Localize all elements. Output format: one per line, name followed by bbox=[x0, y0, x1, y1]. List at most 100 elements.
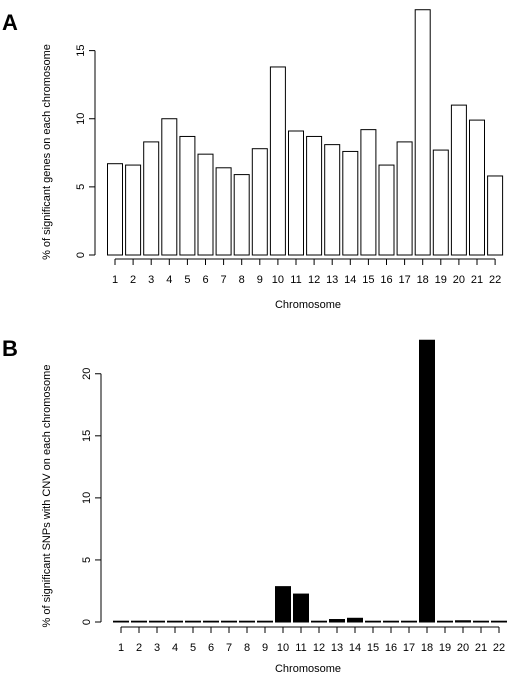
b-bar-chr-18 bbox=[419, 339, 435, 623]
a-x-tick-label-12: 12 bbox=[308, 274, 320, 286]
b-y-tick-label-10: 10 bbox=[81, 492, 93, 504]
a-x-tick-label-15: 15 bbox=[362, 274, 374, 286]
b-bar-chr-22 bbox=[491, 620, 507, 623]
b-x-tick-label-6: 6 bbox=[208, 642, 214, 654]
b-y-tick-label-15: 15 bbox=[81, 430, 93, 442]
a-bar-chr-17 bbox=[396, 141, 413, 256]
b-x-tick-label-17: 17 bbox=[403, 642, 415, 654]
b-bar-chr-19 bbox=[437, 620, 453, 623]
a-x-tick-label-1: 1 bbox=[112, 274, 118, 286]
a-x-tick-label-5: 5 bbox=[184, 274, 190, 286]
a-bar-chr-8 bbox=[233, 174, 250, 256]
b-x-tick-label-9: 9 bbox=[262, 642, 268, 654]
a-bar-chr-2 bbox=[125, 164, 142, 256]
panel-a-bars bbox=[107, 9, 504, 256]
a-x-tick-label-16: 16 bbox=[380, 274, 392, 286]
b-x-tick-label-11: 11 bbox=[295, 642, 306, 654]
b-bar-chr-12 bbox=[311, 620, 327, 623]
a-x-tick-label-6: 6 bbox=[202, 274, 208, 286]
b-x-tick-label-1: 1 bbox=[118, 642, 124, 654]
a-x-tick-label-22: 22 bbox=[489, 274, 501, 286]
a-x-tick-label-18: 18 bbox=[417, 274, 429, 286]
a-bar-chr-9 bbox=[251, 148, 268, 256]
a-x-tick-label-2: 2 bbox=[130, 274, 136, 286]
a-x-tick-label-7: 7 bbox=[221, 274, 227, 286]
panel-b-x-axis-label: Chromosome bbox=[275, 663, 341, 675]
a-x-tick-label-20: 20 bbox=[453, 274, 465, 286]
b-x-tick-label-7: 7 bbox=[226, 642, 232, 654]
a-y-tick-label-10: 10 bbox=[75, 113, 87, 125]
a-y-tick-label-5: 5 bbox=[75, 184, 87, 190]
panel-a-chart: A % of significant genes on each chromos… bbox=[2, 9, 504, 311]
a-bar-chr-18 bbox=[414, 9, 431, 256]
b-x-tick-label-19: 19 bbox=[439, 642, 451, 654]
a-bar-chr-16 bbox=[378, 164, 395, 256]
a-x-tick-label-17: 17 bbox=[398, 274, 410, 286]
b-x-tick-label-22: 22 bbox=[493, 642, 505, 654]
b-x-tick-label-18: 18 bbox=[421, 642, 433, 654]
b-x-tick-label-8: 8 bbox=[244, 642, 250, 654]
b-bar-chr-7 bbox=[221, 620, 237, 623]
b-bar-chr-10 bbox=[275, 586, 291, 623]
b-bar-chr-8 bbox=[239, 620, 255, 623]
a-x-tick-label-8: 8 bbox=[239, 274, 245, 286]
b-y-tick-label-20: 20 bbox=[81, 368, 93, 380]
panel-b-chart: B % of significant SNPs with CNV on each… bbox=[2, 336, 507, 675]
a-x-tick-label-11: 11 bbox=[290, 274, 301, 286]
a-bar-chr-13 bbox=[324, 144, 341, 256]
b-bar-chr-4 bbox=[167, 620, 183, 623]
a-bar-chr-3 bbox=[143, 141, 160, 256]
a-bar-chr-12 bbox=[306, 135, 323, 256]
a-x-tick-label-10: 10 bbox=[272, 274, 284, 286]
a-x-tick-label-14: 14 bbox=[344, 274, 356, 286]
b-x-tick-label-13: 13 bbox=[331, 642, 343, 654]
b-x-tick-label-10: 10 bbox=[277, 642, 289, 654]
a-bar-chr-15 bbox=[360, 129, 377, 256]
b-bar-chr-9 bbox=[257, 620, 273, 623]
a-bar-chr-1 bbox=[107, 163, 123, 256]
b-x-tick-label-5: 5 bbox=[190, 642, 196, 654]
b-bar-chr-6 bbox=[203, 620, 219, 623]
b-bar-chr-14 bbox=[347, 617, 363, 623]
a-bar-chr-7 bbox=[215, 167, 232, 256]
b-x-tick-label-15: 15 bbox=[367, 642, 379, 654]
a-bar-chr-21 bbox=[469, 119, 485, 256]
a-y-tick-label-15: 15 bbox=[75, 44, 87, 56]
a-bar-chr-20 bbox=[450, 104, 467, 256]
b-bar-chr-20 bbox=[455, 620, 471, 623]
panel-a-y-axis: 0 5 10 15 bbox=[75, 44, 96, 258]
b-bar-chr-13 bbox=[329, 619, 345, 623]
panel-a-y-axis-label: % of significant genes on each chromosom… bbox=[41, 44, 53, 260]
a-x-tick-label-4: 4 bbox=[166, 274, 172, 286]
panel-b-y-axis: 0 5 10 15 20 bbox=[81, 368, 102, 625]
b-bar-chr-3 bbox=[149, 620, 165, 623]
panel-a-x-axis: 1 2 3 4 5 6 7 8 9 10 11 12 13 14 15 16 17 18 19 20 21 22 bbox=[112, 258, 501, 286]
b-bar-chr-5 bbox=[185, 620, 201, 623]
b-bar-chr-15 bbox=[365, 620, 381, 623]
b-bar-chr-2 bbox=[131, 620, 147, 623]
b-x-tick-label-14: 14 bbox=[349, 642, 361, 654]
a-x-tick-label-21: 21 bbox=[471, 274, 483, 286]
b-y-tick-label-0: 0 bbox=[81, 619, 93, 625]
b-x-tick-label-20: 20 bbox=[457, 642, 469, 654]
panel-b-x-axis: 1 2 3 4 5 6 7 8 9 10 11 12 13 14 15 16 17 18 19 20 21 22 bbox=[118, 626, 505, 654]
b-x-tick-label-16: 16 bbox=[385, 642, 397, 654]
a-bar-chr-19 bbox=[432, 149, 449, 256]
a-bar-chr-11 bbox=[288, 130, 304, 256]
panel-a-letter: A bbox=[2, 10, 18, 35]
a-bar-chr-5 bbox=[179, 135, 196, 256]
a-x-tick-label-13: 13 bbox=[326, 274, 338, 286]
b-x-tick-label-21: 21 bbox=[475, 642, 487, 654]
a-bar-chr-22 bbox=[487, 175, 504, 256]
b-bar-chr-11 bbox=[293, 593, 309, 623]
b-bar-chr-1 bbox=[113, 620, 129, 623]
b-x-tick-label-3: 3 bbox=[154, 642, 160, 654]
b-y-tick-label-5: 5 bbox=[81, 557, 93, 563]
a-bar-chr-14 bbox=[342, 150, 359, 256]
b-x-tick-label-4: 4 bbox=[172, 642, 178, 654]
b-x-tick-label-12: 12 bbox=[313, 642, 325, 654]
panel-a-x-axis-label: Chromosome bbox=[275, 299, 341, 311]
a-bar-chr-10 bbox=[269, 66, 286, 256]
b-bar-chr-21 bbox=[473, 620, 489, 623]
